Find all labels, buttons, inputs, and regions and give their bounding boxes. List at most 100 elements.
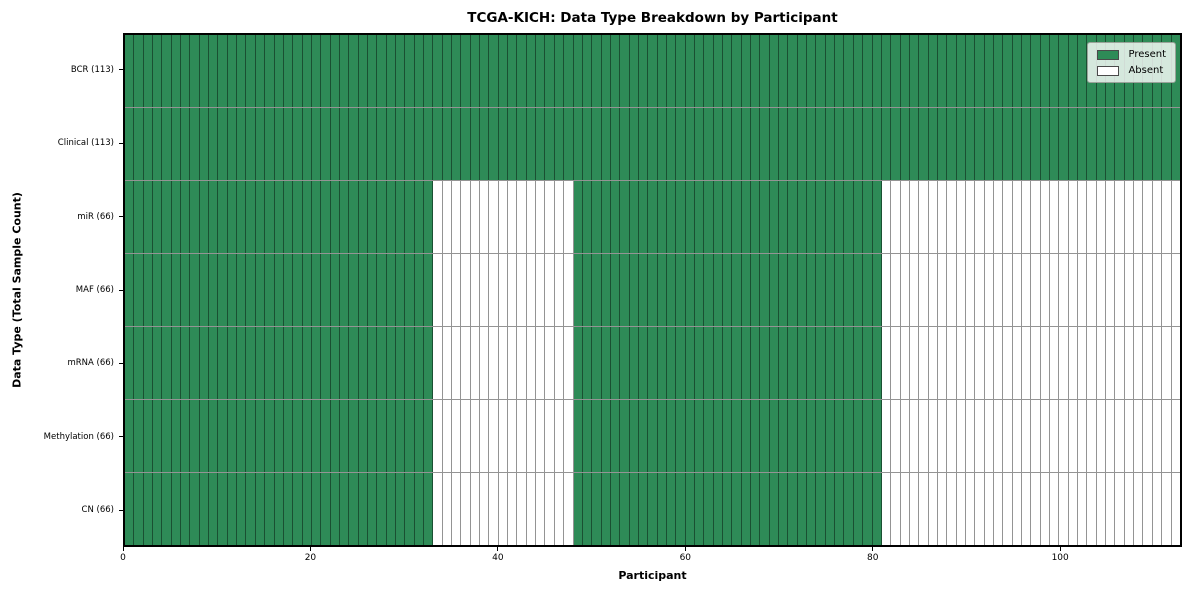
heatmap-cell-present <box>237 327 247 399</box>
heatmap-cell-present <box>601 108 611 180</box>
heatmap-cell-present <box>181 108 191 180</box>
heatmap-cell-present <box>638 181 649 253</box>
heatmap-row <box>125 108 1180 181</box>
heatmap-cell-present <box>227 108 238 180</box>
heatmap-cell-absent <box>1134 327 1144 399</box>
heatmap-cell-present <box>825 473 836 545</box>
heatmap-row <box>125 181 1180 254</box>
heatmap-cell-present <box>844 35 854 107</box>
heatmap-cell-absent <box>1096 181 1107 253</box>
heatmap-cell-present <box>330 254 340 326</box>
heatmap-cell-present <box>218 181 228 253</box>
heatmap-cell-present <box>405 473 415 545</box>
heatmap-cell-present <box>825 35 836 107</box>
heatmap-cell-absent <box>1031 327 1041 399</box>
heatmap-cell-absent <box>1106 181 1116 253</box>
heatmap-cell-present <box>470 108 481 180</box>
heatmap-cell-absent <box>928 327 938 399</box>
x-axis-title: Participant <box>618 569 687 582</box>
heatmap-cell-absent <box>975 327 985 399</box>
heatmap-cell-present <box>872 108 882 180</box>
heatmap-cell-absent <box>1087 400 1097 472</box>
heatmap-cell-present <box>592 400 602 472</box>
heatmap-cell-present <box>741 108 752 180</box>
heatmap-cell-present <box>302 254 312 326</box>
heatmap-cell-present <box>255 254 266 326</box>
heatmap-cell-present <box>723 473 733 545</box>
heatmap-cell-present <box>293 254 303 326</box>
heatmap-cell-present <box>125 254 135 326</box>
heatmap-cell-present <box>620 181 630 253</box>
heatmap-cell-present <box>863 327 873 399</box>
legend-entry-absent: Absent <box>1097 65 1166 76</box>
heatmap-cell-absent <box>919 327 929 399</box>
heatmap-cell-present <box>816 108 826 180</box>
heatmap-cell-present <box>797 473 808 545</box>
heatmap-cell-absent <box>891 400 901 472</box>
heatmap-cell-present <box>723 108 733 180</box>
heatmap-cell-absent <box>909 473 920 545</box>
heatmap-cell-present <box>1068 35 1079 107</box>
heatmap-cell-present <box>666 327 677 399</box>
heatmap-cell-present <box>246 35 256 107</box>
heatmap-cell-present <box>1003 35 1013 107</box>
heatmap-cell-present <box>993 35 1004 107</box>
heatmap-cell-present <box>751 473 761 545</box>
heatmap-cell-absent <box>1134 181 1144 253</box>
heatmap-cell-absent <box>1012 473 1022 545</box>
heatmap-cell-present <box>227 181 238 253</box>
heatmap-cell-present <box>760 108 770 180</box>
heatmap-cell-present <box>900 35 910 107</box>
heatmap-cell-present <box>349 35 359 107</box>
heatmap-cell-absent <box>1031 400 1041 472</box>
heatmap-cell-present <box>919 35 929 107</box>
x-tick-label: 40 <box>492 553 504 563</box>
heatmap-cell-absent <box>452 400 462 472</box>
heatmap-cell-present <box>694 327 705 399</box>
heatmap-cell-present <box>1124 108 1135 180</box>
heatmap-cell-present <box>825 108 836 180</box>
heatmap-cell-present <box>265 254 275 326</box>
heatmap-cell-present <box>564 108 574 180</box>
heatmap-cell-present <box>190 400 200 472</box>
heatmap-cell-present <box>601 181 611 253</box>
heatmap-cell-present <box>797 254 808 326</box>
heatmap-cell-present <box>592 181 602 253</box>
heatmap-cell-present <box>610 108 621 180</box>
heatmap-cell-absent <box>1050 181 1060 253</box>
y-tick-label: BCR (113) <box>70 64 114 75</box>
heatmap-cell-present <box>1162 108 1172 180</box>
heatmap-cell-present <box>835 108 845 180</box>
heatmap-cell-absent <box>1078 327 1088 399</box>
heatmap-cell-present <box>592 473 602 545</box>
x-tick-mark <box>1059 547 1061 551</box>
x-tick-label: 100 <box>1051 553 1069 563</box>
heatmap-cell-present <box>190 473 200 545</box>
heatmap-cell-absent <box>1059 327 1069 399</box>
heatmap-cell-present <box>620 35 630 107</box>
heatmap-cell-absent <box>452 254 462 326</box>
heatmap-cell-absent <box>564 327 574 399</box>
heatmap-cell-present <box>638 35 649 107</box>
heatmap-cell-present <box>704 254 714 326</box>
heatmap-cell-absent <box>947 254 957 326</box>
heatmap-cell-present <box>769 473 780 545</box>
heatmap-cell-absent <box>554 473 565 545</box>
heatmap-cell-absent <box>947 181 957 253</box>
heatmap-cell-present <box>367 400 378 472</box>
heatmap-cell-present <box>657 181 667 253</box>
heatmap-cell-present <box>1143 108 1153 180</box>
heatmap-cell-present <box>339 35 350 107</box>
heatmap-cell-absent <box>1171 473 1180 545</box>
heatmap-cell-absent <box>1152 473 1163 545</box>
heatmap-cell-present <box>134 473 144 545</box>
heatmap-cell-present <box>162 400 172 472</box>
heatmap-cell-absent <box>1003 327 1013 399</box>
heatmap-cell-present <box>807 108 817 180</box>
heatmap-cell-present <box>349 400 359 472</box>
heatmap-cell-absent <box>536 254 546 326</box>
heatmap-cell-present <box>657 254 667 326</box>
heatmap-cell-present <box>666 473 677 545</box>
heatmap-cell-absent <box>489 181 499 253</box>
heatmap-cell-absent <box>891 473 901 545</box>
